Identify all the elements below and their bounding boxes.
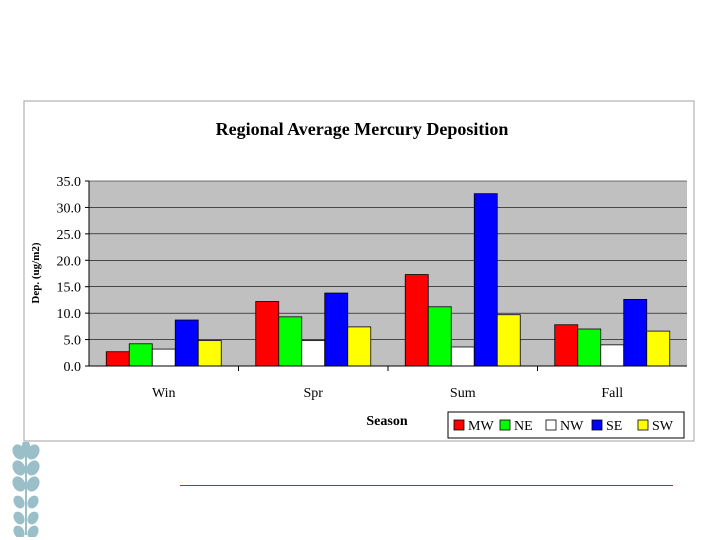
legend-label-sw: SW [652,419,674,434]
legend-swatch-sw [637,419,649,431]
leaf-sprig-icon [12,442,40,537]
legend-swatch-mw [453,419,465,431]
bar-nw-win [151,348,176,367]
bar-mw-win [105,351,130,367]
y-tick-label: 15.0 [57,281,82,296]
x-tick-label: Sum [450,386,476,401]
bar-mw-sum [404,274,429,367]
bar-mw-fall [554,324,579,367]
x-tick-label: Win [152,386,176,401]
bar-nw-sum [450,346,475,367]
x-axis-ticks: Win Spr Sum Fall [152,366,623,401]
legend: MW NE NW SE SW [447,411,685,439]
x-tick-label: Fall [601,386,623,401]
legend-swatch-se [591,419,603,431]
bar-ne-win [128,343,153,367]
y-tick-label: 0.0 [64,360,82,375]
bar-se-fall [623,298,648,367]
bar-ne-spr [278,316,303,367]
bar-nw-fall [600,344,625,367]
y-axis-label: Dep. (ug/m2) [30,242,42,303]
legend-swatch-nw [545,419,557,431]
legend-label-se: SE [606,419,622,434]
legend-label-ne: NE [514,419,533,434]
y-tick-label: 30.0 [57,201,82,216]
bar-ne-sum [427,306,452,367]
y-tick-label: 20.0 [57,254,82,269]
legend-label-mw: MW [468,419,494,434]
y-tick-label: 5.0 [64,334,82,349]
bar-sw-fall [646,330,671,367]
bar-se-win [174,319,199,367]
y-tick-label: 25.0 [57,228,82,243]
bar-sw-win [197,340,222,367]
bar-se-spr [324,292,349,367]
bar-mw-spr [255,301,280,367]
x-tick-label: Spr [304,386,324,401]
y-tick-label: 35.0 [57,175,82,190]
divider-line [180,485,673,486]
legend-label-nw: NW [560,419,584,434]
grid-lines [89,180,687,340]
bar-sw-spr [347,326,372,367]
chart-title: Regional Average Mercury Deposition [216,119,509,139]
bar-nw-spr [301,340,326,367]
x-axis-label: Season [366,414,407,429]
y-tick-label: 10.0 [57,307,82,322]
bar-sw-sum [496,314,521,367]
y-axis-ticks: 0.0 5.0 10.0 15.0 20.0 25.0 30.0 35.0 [57,175,89,375]
bar-se-sum [473,193,498,367]
bar-ne-fall [577,328,602,367]
bars [105,193,671,367]
legend-swatch-ne [499,419,511,431]
